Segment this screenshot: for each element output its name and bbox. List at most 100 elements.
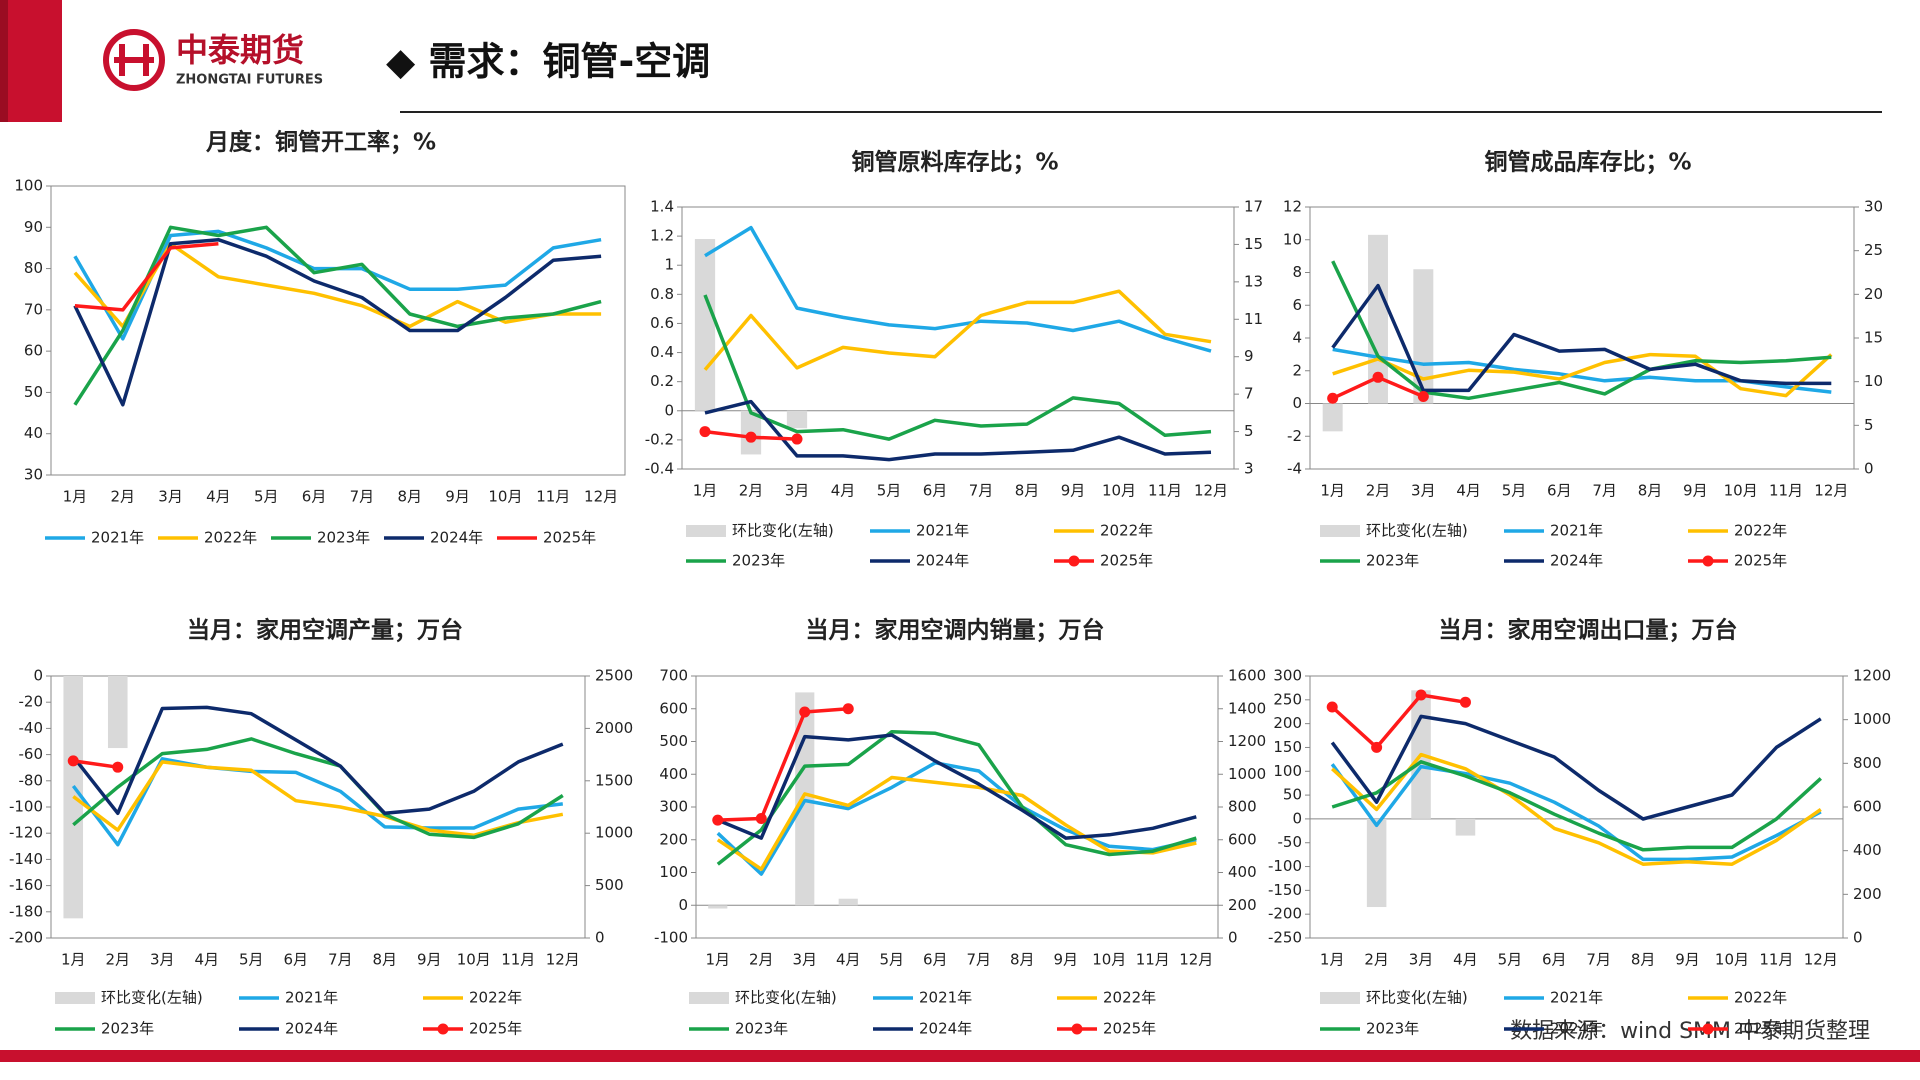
chart-title: 铜管原料库存比；% [851,149,1058,176]
point-marker [755,812,767,824]
y-tick-label: 0 [1292,394,1302,412]
y-tick-label: -0.2 [645,430,674,448]
series-line [716,761,1197,876]
y-tick-label: 40 [24,424,43,442]
x-tick-label: 3月 [785,482,810,500]
y2-tick-label: 2500 [595,667,633,685]
legend-marker [1702,1023,1714,1035]
y-tick-label: 150 [1273,738,1302,756]
plot-frame [50,185,626,476]
y-tick-label: 30 [24,466,43,484]
x-tick-label: 2月 [105,951,130,969]
point-marker [1417,391,1429,403]
x-tick-label: 4月 [831,482,856,500]
y-tick-label: -150 [1268,881,1302,899]
legend-label: 2024年 [919,1020,972,1038]
y2-tick-label: 30 [1864,198,1883,216]
x-tick-label: 5月 [1498,951,1523,969]
y2-tick-label: 1600 [1228,667,1266,685]
y-tick-label: 200 [1273,714,1302,732]
legend-marker [437,1023,449,1035]
y-tick-label: -200 [1268,905,1302,923]
y2-tick-label: 20 [1864,285,1883,303]
point-marker [1371,741,1383,753]
logo-ring [103,29,165,91]
legend-label: 2023年 [732,552,785,570]
y2-tick-label: 1000 [595,824,633,842]
y-tick-label: 4 [1292,329,1302,347]
point-marker [1372,371,1384,383]
point-marker [791,433,803,445]
legend-swatch [686,525,726,537]
y-tick-label: -100 [9,798,43,816]
series-line [1331,752,1822,866]
y2-tick-label: 200 [1228,896,1257,914]
x-tick-label: 6月 [923,482,948,500]
x-tick-label: 6月 [1542,951,1567,969]
x-tick-label: 2月 [1364,951,1389,969]
y2-tick-label: 10 [1864,372,1883,390]
x-tick-label: 1月 [693,482,718,500]
point-marker [67,755,79,767]
point-marker [745,431,757,443]
bar [786,410,808,429]
y-tick-label: 50 [24,383,43,401]
y2-tick-label: 9 [1244,347,1254,365]
y2-tick-label: 3 [1244,460,1254,478]
legend-label: 2021年 [1550,989,1603,1007]
legend-label: 2025年 [1100,552,1153,570]
y-tick-label: 60 [24,342,43,360]
legend-label: 环比变化(左轴) [1366,522,1468,540]
point-marker [712,814,724,826]
x-tick-label: 3月 [158,488,183,506]
series-line [703,294,1212,441]
legend-label: 2025年 [1734,1020,1787,1038]
x-tick-label: 1月 [705,951,730,969]
x-tick-label: 5月 [254,488,279,506]
y2-tick-label: 200 [1853,885,1882,903]
series-line [73,225,602,406]
y2-tick-label: 1500 [595,771,633,789]
footer-band [0,1050,1920,1062]
legend-swatch [1320,992,1360,1004]
y-tick-label: 50 [1283,786,1302,804]
bar [694,239,716,411]
legend-label: 2023年 [735,1020,788,1038]
legend-label: 2025年 [543,529,596,547]
point-marker [842,703,854,715]
x-tick-label: 12月 [1814,482,1848,500]
series-line [704,399,1212,462]
x-tick-label: 4月 [836,951,861,969]
y-tick-label: 0 [678,896,688,914]
y-tick-label: 1.2 [650,227,674,245]
x-tick-label: 7月 [969,482,994,500]
x-tick-label: 2月 [749,951,774,969]
x-tick-label: 7月 [966,951,991,969]
y-tick-label: 0 [33,667,43,685]
x-tick-label: 3月 [150,951,175,969]
legend-label: 2022年 [1734,989,1787,1007]
chart-title: 当月：家用空调产量；万台 [187,617,463,644]
y-tick-label: -100 [1268,857,1302,875]
x-tick-label: 6月 [302,488,327,506]
y2-tick-label: 1000 [1853,710,1891,728]
legend-label: 2021年 [1550,522,1603,540]
y-tick-label: -20 [19,693,44,711]
y-tick-label: 100 [14,177,43,195]
y2-tick-label: 1000 [1228,765,1266,783]
x-tick-label: 7月 [1586,951,1611,969]
point-marker [1415,689,1427,701]
x-tick-label: 5月 [877,482,902,500]
legend-marker [1071,1023,1083,1035]
logo-cn: 中泰期货 [176,31,304,69]
y-tick-label: 2 [1292,361,1302,379]
y-tick-label: -50 [1278,833,1303,851]
logo-en: ZHONGTAI FUTURES [176,73,323,88]
y2-tick-label: 15 [1244,235,1263,253]
x-tick-label: 12月 [546,951,580,969]
series-line [1330,763,1822,862]
y-tick-label: 100 [659,863,688,881]
y-tick-label: 300 [659,798,688,816]
y-tick-label: 0.4 [650,343,674,361]
y2-tick-label: 25 [1864,241,1883,259]
